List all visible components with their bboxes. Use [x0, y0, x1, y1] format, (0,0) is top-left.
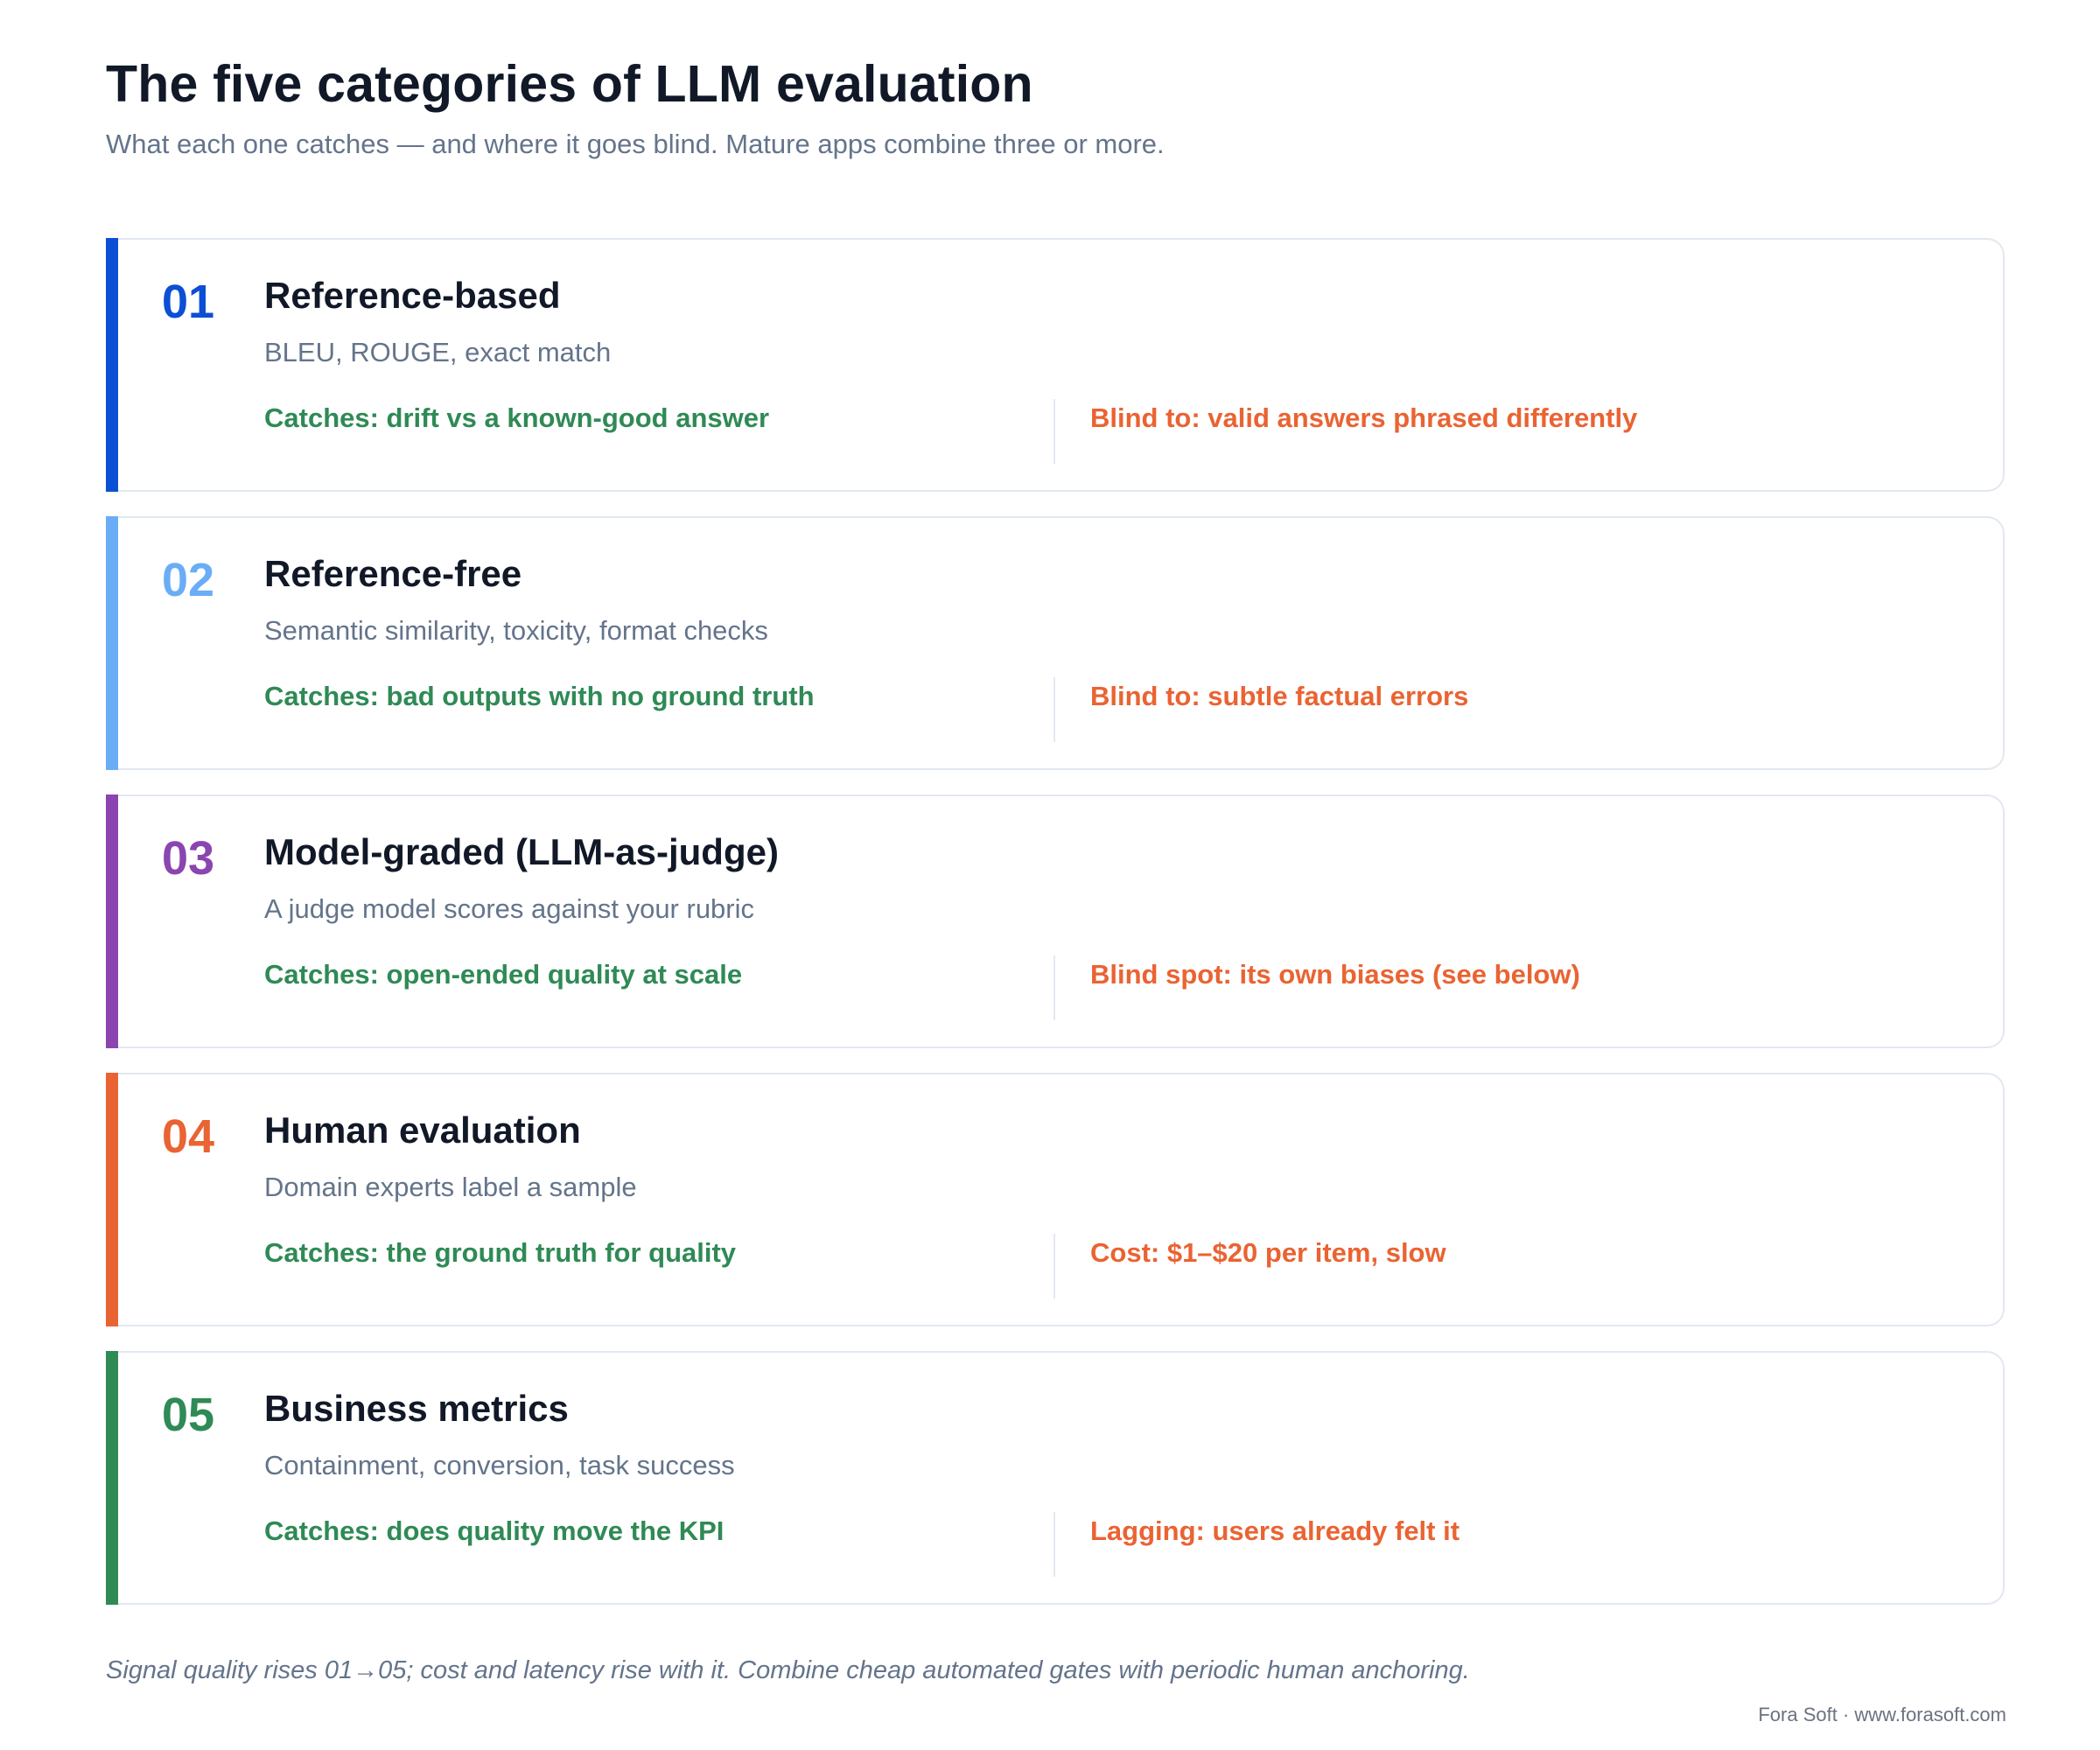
card-accent-stripe: [106, 516, 118, 770]
category-limitation: Lagging: users already felt it: [1090, 1516, 1460, 1546]
category-number: 03: [162, 832, 215, 885]
category-catches: Catches: bad outputs with no ground trut…: [264, 681, 815, 711]
category-name: Business metrics: [264, 1388, 569, 1429]
category-limitation: Blind to: valid answers phrased differen…: [1090, 402, 1638, 433]
footnote: Signal quality rises 01→05; cost and lat…: [106, 1656, 1470, 1684]
category-number: 05: [162, 1389, 215, 1441]
category-catches: Catches: open-ended quality at scale: [264, 959, 743, 990]
category-limitation: Blind to: subtle factual errors: [1090, 681, 1469, 711]
column-divider: [1054, 956, 1055, 1020]
category-name: Human evaluation: [264, 1110, 581, 1151]
category-description: Semantic similarity, toxicity, format ch…: [264, 615, 768, 646]
category-card-business-metrics: 05 Business metrics Containment, convers…: [106, 1351, 2005, 1605]
category-number: 04: [162, 1110, 215, 1163]
category-number: 01: [162, 276, 215, 328]
category-number: 02: [162, 554, 215, 606]
category-limitation: Blind spot: its own biases (see below): [1090, 959, 1580, 990]
category-description: Domain experts label a sample: [264, 1172, 637, 1202]
category-list: 01 Reference-based BLEU, ROUGE, exact ma…: [106, 238, 2005, 1629]
category-catches: Catches: drift vs a known-good answer: [264, 402, 770, 433]
category-name: Reference-free: [264, 553, 522, 594]
category-card-human-evaluation: 04 Human evaluation Domain experts label…: [106, 1073, 2005, 1326]
category-card-reference-free: 02 Reference-free Semantic similarity, t…: [106, 516, 2005, 770]
column-divider: [1054, 677, 1055, 742]
category-catches: Catches: does quality move the KPI: [264, 1516, 724, 1546]
category-card-model-graded: 03 Model-graded (LLM-as-judge) A judge m…: [106, 794, 2005, 1048]
category-description: Containment, conversion, task success: [264, 1450, 735, 1480]
column-divider: [1054, 399, 1055, 464]
page-subtitle: What each one catches — and where it goe…: [106, 129, 1165, 159]
card-accent-stripe: [106, 1073, 118, 1326]
credit-link[interactable]: Fora Soft · www.forasoft.com: [1758, 1704, 2006, 1726]
page-title: The five categories of LLM evaluation: [106, 55, 1033, 113]
card-accent-stripe: [106, 1351, 118, 1605]
category-catches: Catches: the ground truth for quality: [264, 1237, 737, 1268]
card-accent-stripe: [106, 794, 118, 1048]
category-card-reference-based: 01 Reference-based BLEU, ROUGE, exact ma…: [106, 238, 2005, 492]
column-divider: [1054, 1512, 1055, 1577]
category-description: A judge model scores against your rubric: [264, 893, 755, 924]
column-divider: [1054, 1234, 1055, 1298]
category-name: Reference-based: [264, 275, 561, 316]
category-description: BLEU, ROUGE, exact match: [264, 337, 612, 368]
category-limitation: Cost: $1–$20 per item, slow: [1090, 1237, 1446, 1268]
card-accent-stripe: [106, 238, 118, 492]
category-name: Model-graded (LLM-as-judge): [264, 831, 779, 872]
